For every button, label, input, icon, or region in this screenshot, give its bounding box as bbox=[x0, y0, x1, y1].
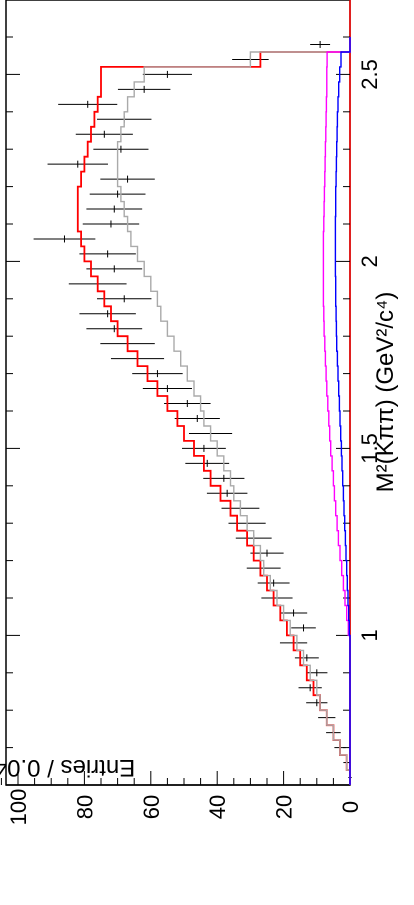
data-point bbox=[279, 609, 308, 617]
data-point bbox=[291, 624, 316, 632]
data-point bbox=[117, 85, 171, 93]
data-point bbox=[75, 130, 133, 138]
series-component-4 bbox=[334, 37, 351, 785]
y-tick-label: 60 bbox=[139, 795, 164, 819]
series-component-2 bbox=[116, 37, 351, 785]
y-tick-label: 100 bbox=[6, 789, 31, 826]
data-point bbox=[97, 295, 152, 303]
series-fit-total-1 bbox=[76, 37, 351, 785]
x-tick-label: 1.5 bbox=[357, 433, 382, 464]
y-tick-label: 40 bbox=[205, 795, 230, 819]
data-point bbox=[174, 414, 220, 422]
data-point bbox=[250, 549, 284, 557]
data-point bbox=[298, 684, 322, 692]
data-point bbox=[203, 474, 245, 482]
data-point bbox=[257, 579, 290, 587]
data-point bbox=[142, 385, 192, 393]
data-point bbox=[33, 235, 96, 243]
data-point bbox=[206, 489, 248, 497]
x-axis-title: M²(Kππ) (GeV²/c⁴) bbox=[372, 292, 399, 493]
data-point bbox=[294, 654, 319, 662]
y-axis-title: Entries / 0.040 GeV²/c⁴ bbox=[0, 754, 135, 781]
data-point bbox=[182, 444, 226, 452]
y-tick-label: 0 bbox=[338, 801, 363, 813]
data-point bbox=[100, 175, 155, 183]
data-point bbox=[93, 145, 149, 153]
series-component-3 bbox=[322, 37, 351, 785]
data-point bbox=[58, 100, 118, 108]
data-point bbox=[185, 459, 230, 467]
data-point bbox=[86, 325, 143, 333]
data-point bbox=[86, 265, 143, 273]
x-tick-label: 2 bbox=[357, 255, 382, 267]
data-point bbox=[306, 669, 328, 677]
data-point bbox=[142, 70, 192, 78]
y-tick-label: 80 bbox=[72, 795, 97, 819]
data-point bbox=[306, 699, 328, 707]
chart-marks bbox=[33, 37, 352, 785]
data-point bbox=[86, 205, 143, 213]
data-point bbox=[89, 190, 146, 198]
data-point bbox=[79, 310, 136, 318]
plot-frame bbox=[5, 0, 351, 786]
y-tick-label: 20 bbox=[272, 795, 297, 819]
data-point bbox=[310, 40, 331, 48]
data-point bbox=[47, 160, 108, 168]
data-point bbox=[132, 370, 183, 378]
data-point bbox=[79, 250, 136, 258]
data-point bbox=[164, 400, 211, 408]
axis-ticks bbox=[0, 0, 351, 786]
data-point bbox=[82, 220, 140, 228]
x-tick-label: 1 bbox=[357, 629, 382, 641]
x-tick-label: 2.5 bbox=[357, 59, 382, 90]
